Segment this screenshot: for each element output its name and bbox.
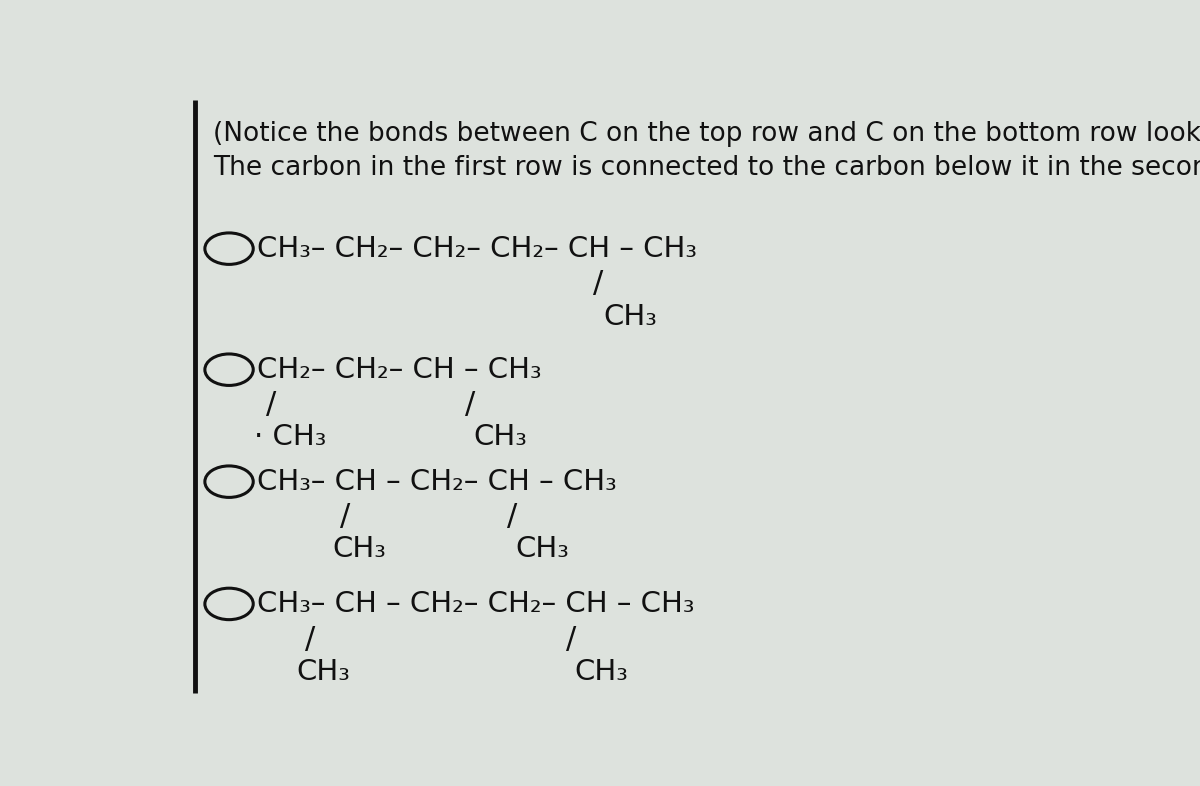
Text: /: /	[566, 625, 576, 653]
Text: /: /	[305, 625, 316, 653]
Text: CH₃: CH₃	[332, 535, 386, 564]
Text: CH₃: CH₃	[604, 303, 658, 331]
Text: CH₃: CH₃	[474, 424, 528, 451]
Text: CH₃: CH₃	[296, 658, 350, 685]
Text: /: /	[464, 391, 475, 419]
Text: /: /	[593, 270, 604, 298]
Text: · CH₃: · CH₃	[254, 424, 326, 451]
Text: /: /	[506, 502, 517, 531]
Text: CH₃: CH₃	[516, 535, 569, 564]
Text: The carbon in the first row is connected to the carbon below it in the second ro: The carbon in the first row is connected…	[214, 155, 1200, 181]
Text: (Notice the bonds between C on the top row and C on the bottom row look odd.: (Notice the bonds between C on the top r…	[214, 121, 1200, 147]
Text: CH₃– CH – CH₂– CH₂– CH – CH₃: CH₃– CH – CH₂– CH₂– CH – CH₃	[257, 590, 695, 618]
Text: CH₂– CH₂– CH – CH₃: CH₂– CH₂– CH – CH₃	[257, 356, 541, 384]
Text: CH₃– CH₂– CH₂– CH₂– CH – CH₃: CH₃– CH₂– CH₂– CH₂– CH – CH₃	[257, 235, 697, 263]
Text: CH₃– CH – CH₂– CH – CH₃: CH₃– CH – CH₂– CH – CH₃	[257, 468, 617, 496]
Text: /: /	[340, 502, 350, 531]
Text: /: /	[265, 391, 276, 419]
Text: CH₃: CH₃	[574, 658, 628, 685]
